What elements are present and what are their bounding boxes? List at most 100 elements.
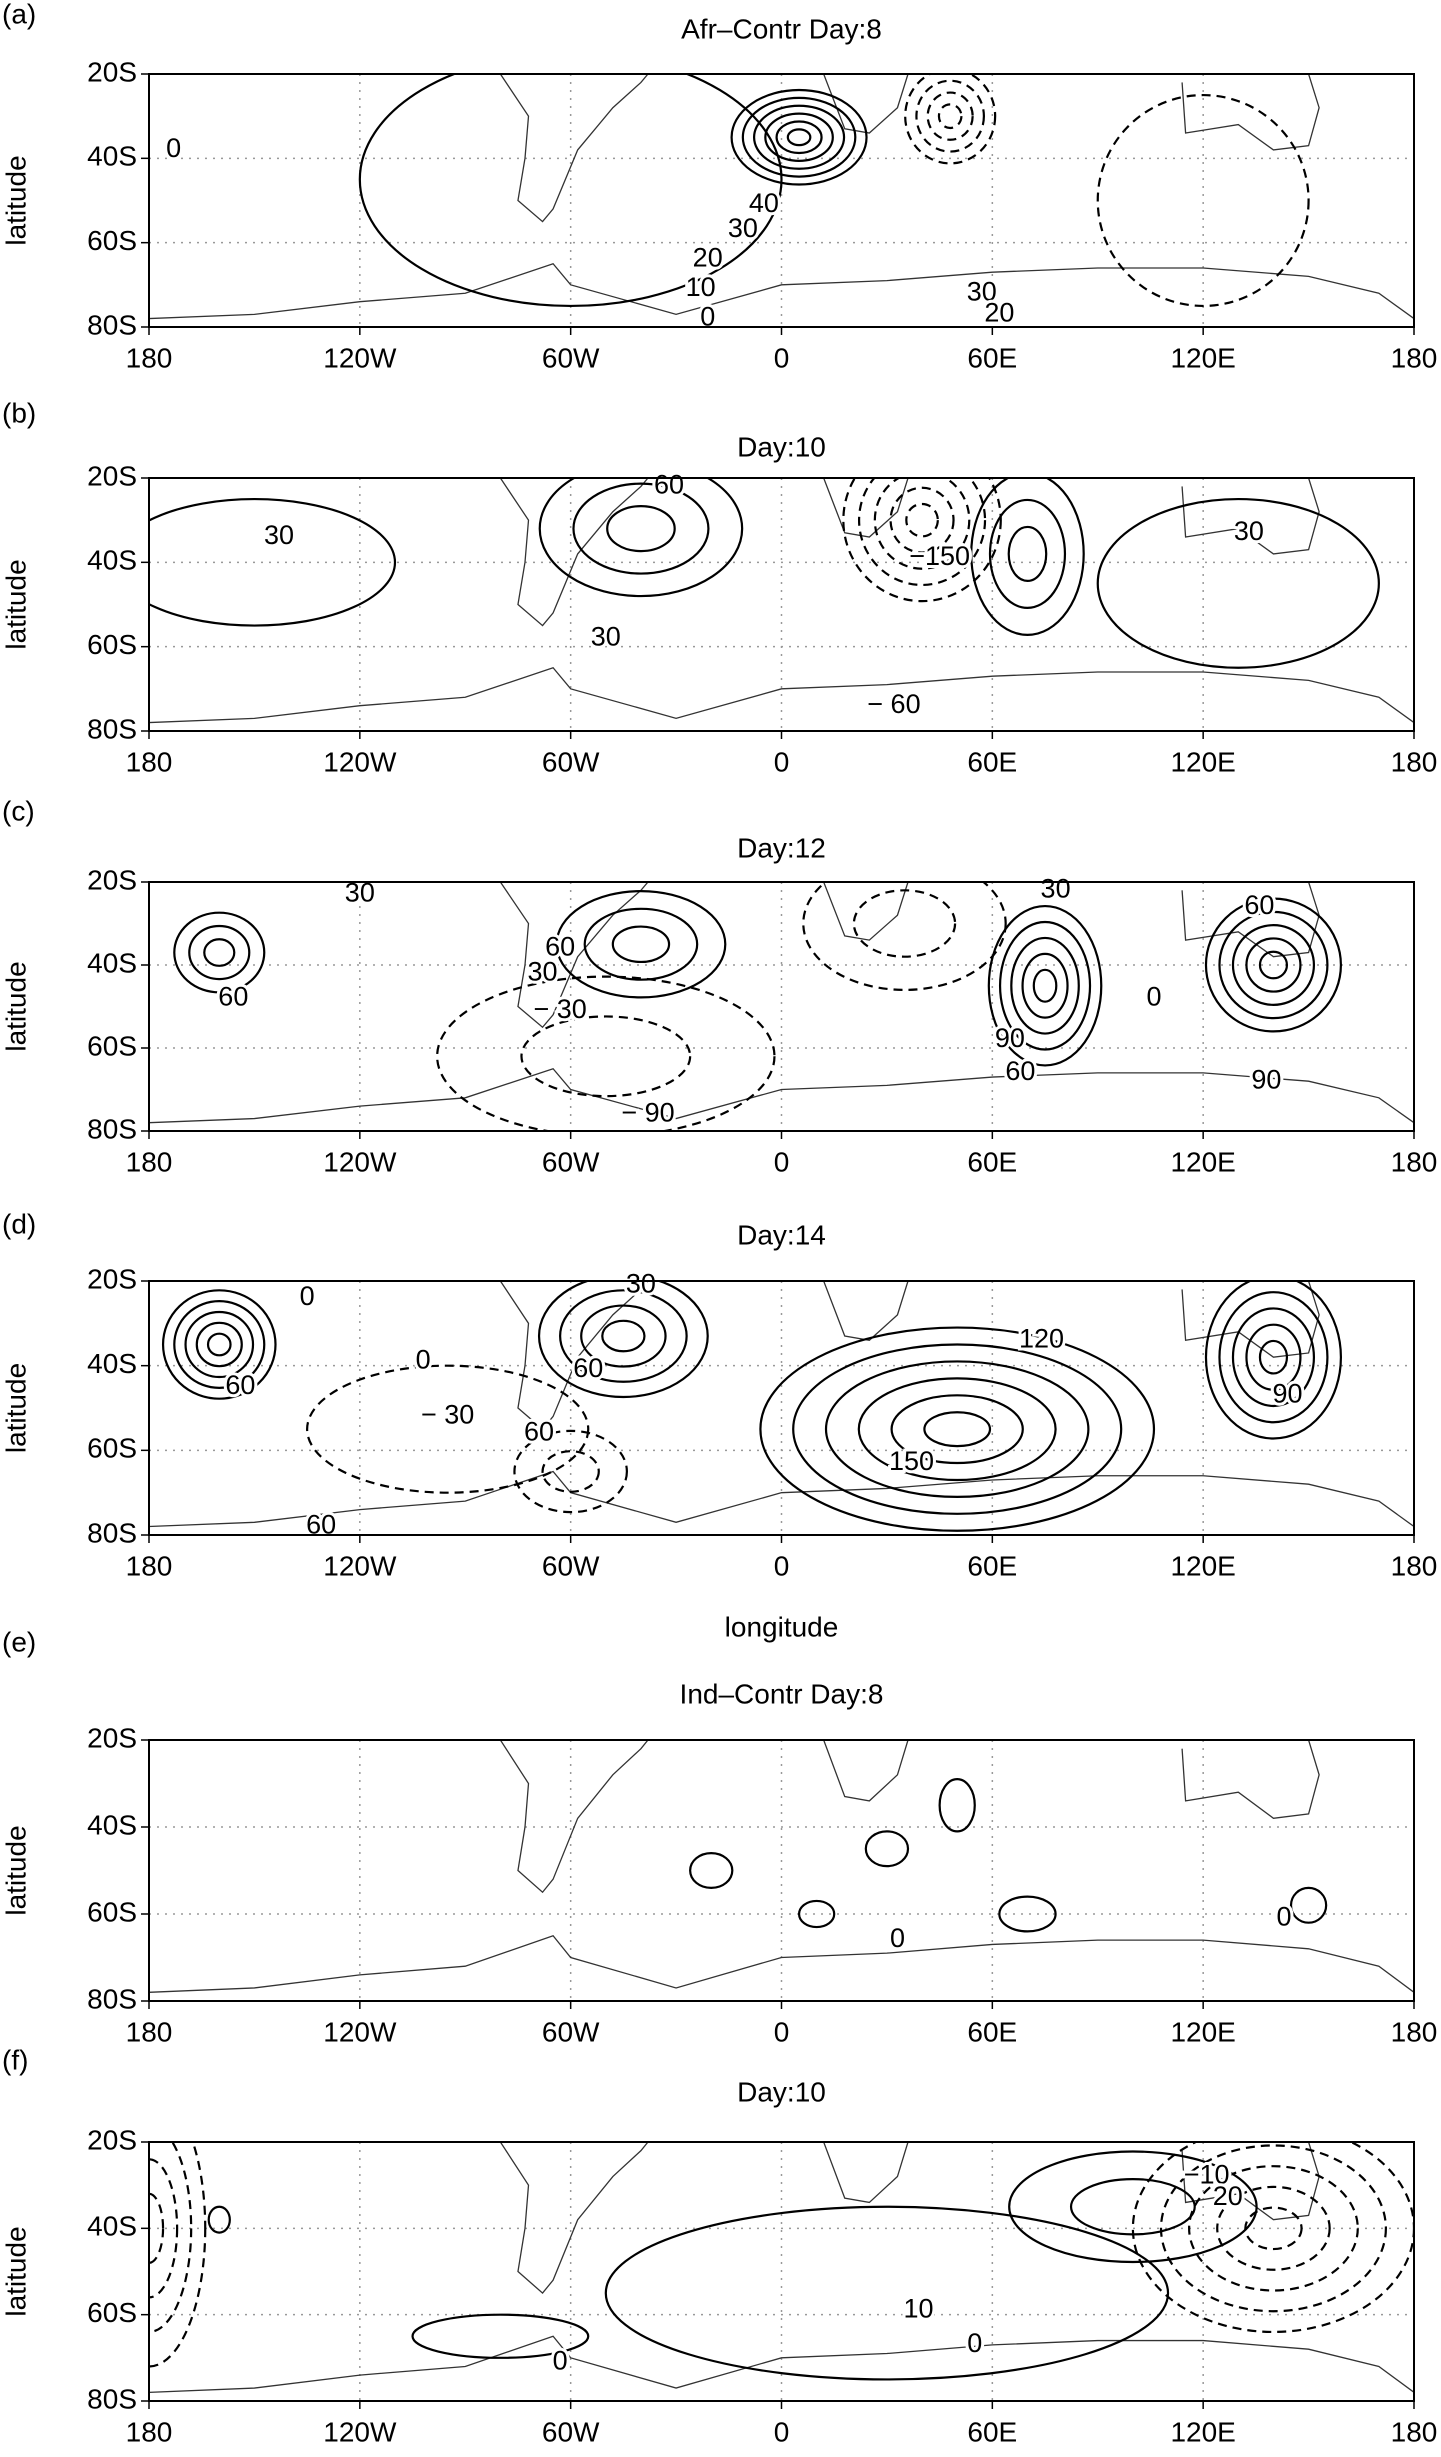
x-tick-label: 60W xyxy=(542,1550,600,1581)
coastline xyxy=(823,1740,909,1802)
coastline xyxy=(1181,1281,1320,1358)
contour-label: 30 xyxy=(1041,873,1071,903)
coastline xyxy=(1181,74,1320,151)
x-tick-label: 120W xyxy=(323,746,397,777)
y-axis-label: latitude xyxy=(0,1825,31,1915)
contour-line xyxy=(1231,924,1316,1006)
y-tick-label: 80S xyxy=(87,309,137,340)
contour-line xyxy=(752,104,846,170)
contour-line xyxy=(601,1319,646,1353)
y-tick-label: 80S xyxy=(87,713,137,744)
contour-line xyxy=(923,1411,992,1448)
coastline xyxy=(823,882,909,941)
y-axis-label: latitude xyxy=(0,2226,31,2316)
x-tick-label: 60W xyxy=(542,2016,600,2047)
contour-line xyxy=(1245,1323,1302,1391)
contour-label: −150 xyxy=(909,541,970,571)
panel-label: (f) xyxy=(2,2044,28,2075)
coastline xyxy=(1181,478,1320,555)
contour-line xyxy=(1159,2144,1387,2313)
coastline xyxy=(823,478,909,538)
contour-line xyxy=(195,1321,243,1368)
y-tick-label: 40S xyxy=(87,1809,137,1840)
contour-label: 90 xyxy=(1272,1378,1302,1408)
y-tick-label: 20S xyxy=(87,2124,137,2155)
contour-line xyxy=(1231,1307,1316,1408)
contour-line xyxy=(149,2142,193,2334)
contour-line xyxy=(797,1899,836,1929)
panel: (c) Day:12 latitude 180 120W 60W 0 60E 120E 180 20… xyxy=(0,795,1437,1177)
x-tick-label: 180 xyxy=(1391,2416,1438,2447)
contour-label: 0 xyxy=(553,2345,568,2375)
contour-label: 60 xyxy=(654,470,684,500)
contour-line xyxy=(987,904,1103,1067)
contour-line xyxy=(775,120,823,155)
x-tick-label: 60E xyxy=(967,342,1017,373)
plot-area xyxy=(149,1281,1414,1535)
x-tick-label: 180 xyxy=(126,746,173,777)
contour-line xyxy=(173,911,266,994)
y-tick-label: 80S xyxy=(87,1983,137,2014)
coastline xyxy=(823,2142,909,2204)
contour-line xyxy=(1204,1281,1342,1440)
contour-line xyxy=(864,1830,910,1868)
y-tick-label: 20S xyxy=(87,460,137,491)
y-tick-label: 80S xyxy=(87,2383,137,2414)
contour-line xyxy=(1096,93,1310,308)
x-tick-label: 0 xyxy=(774,746,790,777)
contour-label: 10 xyxy=(686,272,716,302)
panel: (a) Afr–Contr Day:8 latitude 180 120W 60W 0 60E… xyxy=(0,0,1437,373)
panel-label: (b) xyxy=(2,397,36,428)
contour-label: 60 xyxy=(524,1417,554,1447)
contour-line xyxy=(730,88,868,186)
coastline xyxy=(149,2335,1414,2394)
x-tick-label: 120W xyxy=(323,2016,397,2047)
contour-line xyxy=(604,2205,1170,2381)
contour-label: 60 xyxy=(225,1370,255,1400)
contour-line xyxy=(759,1326,1156,1532)
contour-line xyxy=(915,79,986,153)
y-tick-label: 20S xyxy=(87,864,137,895)
contour-line xyxy=(938,1778,976,1833)
contour-line xyxy=(1021,952,1069,1019)
contour-label: 0 xyxy=(1276,1901,1291,1931)
x-tick-label: 180 xyxy=(1391,1550,1438,1581)
contour-line xyxy=(513,1429,628,1514)
contour-line xyxy=(1069,2178,1196,2236)
contour-label: 0 xyxy=(890,1923,905,1953)
contour-line xyxy=(149,2158,179,2299)
coastline xyxy=(499,882,649,1029)
contour-line xyxy=(824,1360,1090,1499)
contour-line xyxy=(207,2205,231,2234)
plot-area xyxy=(149,2142,1414,2401)
contour-label: 20 xyxy=(1213,2181,1243,2211)
panel-title: Day:12 xyxy=(737,832,826,863)
contour-line xyxy=(206,1332,232,1357)
contour-line xyxy=(1096,497,1380,669)
y-axis-label: latitude xyxy=(0,961,31,1051)
contour-label: 60 xyxy=(218,981,248,1011)
coastline xyxy=(149,1067,1414,1124)
contour-line xyxy=(802,882,1007,991)
x-tick-label: 60E xyxy=(967,1550,1017,1581)
x-tick-label: 60E xyxy=(967,2416,1017,2447)
x-tick-label: 60E xyxy=(967,746,1017,777)
x-tick-label: 0 xyxy=(774,2016,790,2047)
contour-label: 30 xyxy=(728,213,758,243)
contour-label: 90 xyxy=(1251,1064,1281,1094)
contour-line xyxy=(1218,1291,1329,1424)
contour-line xyxy=(436,975,776,1131)
y-tick-label: 60S xyxy=(87,1030,137,1061)
contour-line xyxy=(998,1895,1057,1933)
x-tick-label: 60E xyxy=(967,1146,1017,1177)
plot-area xyxy=(149,74,1414,327)
contour-line xyxy=(1258,950,1289,980)
contour-line xyxy=(306,1364,590,1494)
contour-label: 60 xyxy=(1005,1056,1035,1086)
contour-line xyxy=(149,2192,165,2264)
plot-area xyxy=(149,882,1414,1131)
contour-label: 30 xyxy=(528,956,558,986)
x-axis-label: longitude xyxy=(725,1611,839,1642)
x-tick-label: 120W xyxy=(323,2416,397,2447)
x-tick-label: 180 xyxy=(1391,2016,1438,2047)
